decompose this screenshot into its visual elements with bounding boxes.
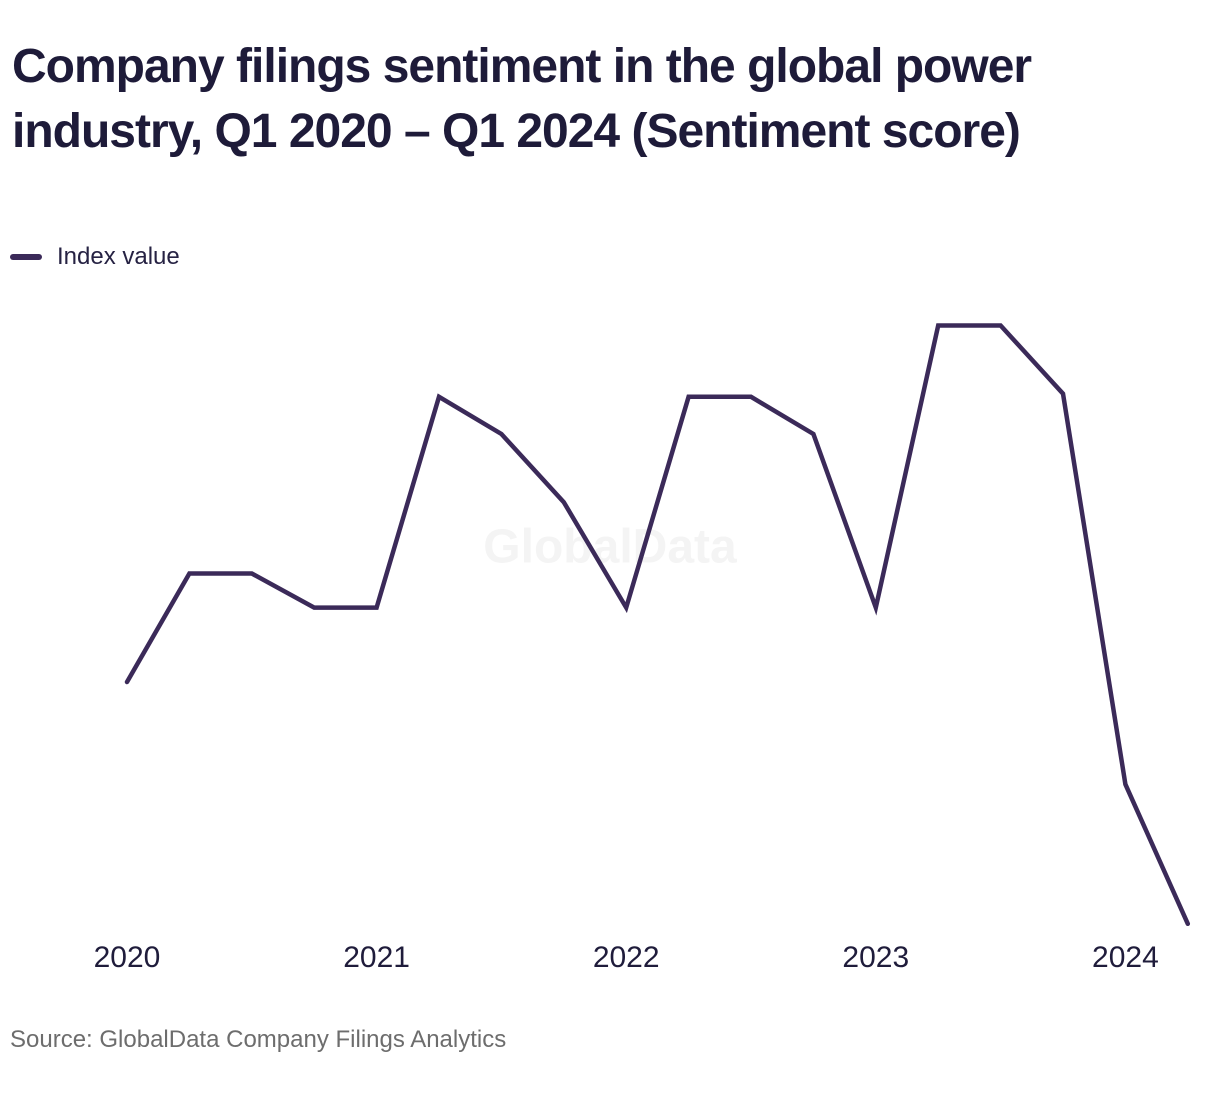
legend-line-swatch-icon[interactable] xyxy=(10,254,42,260)
x-axis-tick-2024: 2024 xyxy=(1092,941,1159,974)
x-axis-tick-2021: 2021 xyxy=(343,941,410,974)
x-axis-tick-2023: 2023 xyxy=(842,941,910,974)
index-value-line xyxy=(124,323,1191,927)
legend: Index value xyxy=(10,243,180,271)
page-title: Company filings sentiment in the global … xyxy=(12,34,1192,164)
x-axis-tick-2020: 2020 xyxy=(93,941,161,974)
page-title-line2: industry, Q1 2020 – Q1 2024 (Sentiment s… xyxy=(12,105,1021,158)
legend-item-index-value[interactable]: Index value xyxy=(57,243,180,270)
source-note: Source: GlobalData Company Filings Analy… xyxy=(10,1026,507,1053)
x-axis: 2020 2021 2022 2023 2024 xyxy=(0,941,1220,981)
line-chart xyxy=(124,323,1191,927)
globaldata-watermark: GlobalData xyxy=(483,520,737,574)
page-title-line1: Company filings sentiment in the global … xyxy=(12,40,1032,93)
x-axis-tick-2022: 2022 xyxy=(592,941,660,974)
